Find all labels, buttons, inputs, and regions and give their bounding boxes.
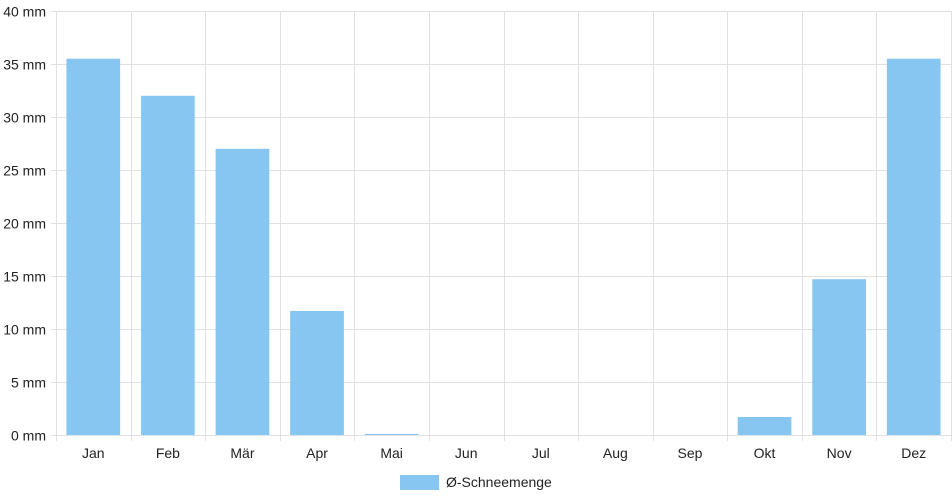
x-tick-label: Sep <box>677 445 702 461</box>
x-tick-label: Dez <box>901 445 926 461</box>
x-tick-label: Mär <box>230 445 254 461</box>
y-tick-label: 15 mm <box>3 269 46 285</box>
x-tick-label: Jan <box>82 445 105 461</box>
bar-layer <box>66 58 941 436</box>
x-tick-label: Okt <box>754 445 776 461</box>
bar[interactable] <box>215 148 270 436</box>
y-tick-label: 0 mm <box>11 428 46 444</box>
x-tick-label: Aug <box>603 445 628 461</box>
y-tick-label: 25 mm <box>3 163 46 179</box>
y-tick-label: 35 mm <box>3 57 46 73</box>
bar[interactable] <box>290 310 344 435</box>
legend[interactable]: Ø-Schneemenge <box>400 474 552 490</box>
y-tick-label: 10 mm <box>3 322 46 338</box>
bar[interactable] <box>141 95 195 436</box>
axis-layer: 0 mm 5 mm 10 mm 15 mm 20 mm 25 mm 30 mm 35 mm 40… <box>3 4 926 462</box>
x-tick-label: Mai <box>380 445 403 461</box>
y-tick-label: 30 mm <box>3 110 46 126</box>
bar[interactable] <box>737 416 792 435</box>
x-tick-label: Apr <box>306 445 328 461</box>
bar[interactable] <box>66 58 121 435</box>
bar[interactable] <box>812 279 866 435</box>
y-tick-label: 40 mm <box>3 4 46 20</box>
legend-label: Ø-Schneemenge <box>446 474 552 490</box>
legend-swatch <box>400 475 439 490</box>
x-tick-label: Feb <box>156 445 180 461</box>
y-tick-label: 5 mm <box>11 375 46 391</box>
bar[interactable] <box>364 433 419 435</box>
x-tick-label: Jun <box>455 445 478 461</box>
bar[interactable] <box>886 58 941 435</box>
y-tick-label: 20 mm <box>3 216 46 232</box>
x-tick-label: Jul <box>532 445 550 461</box>
x-tick-label: Nov <box>827 445 852 461</box>
